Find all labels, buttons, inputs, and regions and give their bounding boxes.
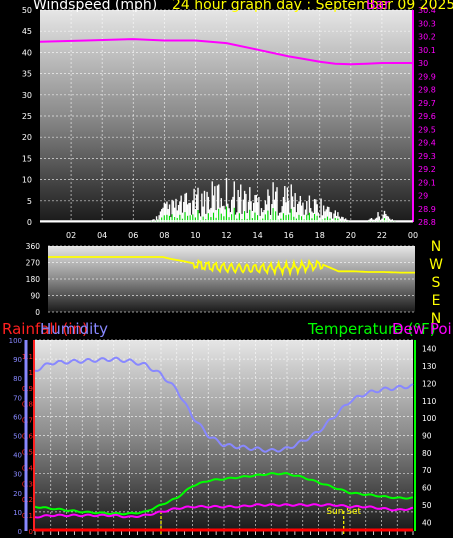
- wind-y-tick-label: 15: [22, 154, 32, 163]
- temperature-y-tick-label: 130: [422, 362, 437, 371]
- pressure-axis-title: Bar: [366, 0, 390, 13]
- compass-label-S: S: [432, 275, 441, 291]
- temperature-y-tick-label: 80: [422, 449, 432, 458]
- wind-y-tick-label: 0: [27, 218, 32, 227]
- time-x-tick-label: 20: [346, 231, 356, 240]
- time-x-tick-label: 02: [66, 231, 76, 240]
- time-x-tick-label: 22: [377, 231, 387, 240]
- wind-y-tick-label: 30: [22, 91, 32, 100]
- temperature-y-tick-label: 60: [422, 484, 432, 493]
- direction-y-tick-label: 0: [35, 308, 40, 317]
- wind-y-tick-label: 5: [27, 197, 32, 206]
- time-x-tick-label: 04: [97, 231, 107, 240]
- humidity-axis-title: Humidity: [40, 320, 109, 338]
- dewpoint-line: [34, 503, 414, 519]
- wind-y-tick-label: 45: [22, 27, 32, 36]
- temperature-y-tick-label: 120: [422, 379, 437, 388]
- pressure-y-tick-label: 29.9: [418, 72, 436, 81]
- direction-y-tick-label: 270: [26, 259, 41, 268]
- pressure-y-tick-label: 29.6: [418, 112, 436, 121]
- time-x-tick-label: 16: [284, 231, 294, 240]
- windspeed-axis-title: Windspeed (mph): [33, 0, 158, 13]
- pressure-y-tick-label: 29.7: [418, 99, 436, 108]
- humidity-y-tick-label: 80: [13, 375, 22, 383]
- humidity-y-tick-label: 40: [13, 452, 22, 460]
- compass-label-N: N: [431, 239, 441, 255]
- humidity-line: [34, 356, 414, 453]
- time-x-tick-label: 12: [221, 231, 231, 240]
- temperature-y-tick-label: 90: [422, 432, 432, 441]
- humidity-y-tick-label: 90: [13, 356, 22, 364]
- temperature-y-tick-label: 50: [422, 501, 432, 510]
- wind-y-tick-label: 10: [22, 176, 32, 185]
- pressure-y-tick-label: 29: [418, 192, 428, 201]
- humidity-y-tick-label: 70: [13, 394, 22, 402]
- wind-y-tick-label: 25: [22, 112, 32, 121]
- rainfall-y-tick-label: 0.4: [22, 464, 34, 472]
- wind-y-tick-label: 40: [22, 48, 32, 57]
- wind-y-tick-label: 50: [22, 6, 32, 15]
- pressure-y-tick-label: 28.8: [418, 218, 436, 227]
- rainfall-y-tick-label: 1: [29, 369, 33, 377]
- temperature-axis-title: Temperature (°F): [308, 320, 436, 338]
- rainfall-axis-title: Rainfall (in): [2, 320, 88, 338]
- pressure-y-tick-label: 29.8: [418, 86, 436, 95]
- temperature-line: [34, 472, 414, 516]
- temperature-y-tick-label: 140: [422, 345, 437, 354]
- time-x-tick-label: 00: [408, 231, 418, 240]
- humidity-y-tick-label: 50: [13, 433, 22, 441]
- humidity-y-tick-label: 100: [9, 337, 22, 345]
- sun-set-label: Sun Set: [326, 507, 361, 517]
- pressure-line: [39, 38, 413, 66]
- time-x-tick-label: 08: [159, 231, 169, 240]
- humidity-y-tick-label: 30: [13, 471, 22, 479]
- wind-y-tick-label: 20: [22, 133, 32, 142]
- direction-y-tick-label: 180: [26, 275, 41, 284]
- rainfall-y-tick-label: 0: [29, 528, 33, 536]
- time-x-tick-label: 06: [128, 231, 138, 240]
- wind-y-tick-label: 35: [22, 70, 32, 79]
- humidity-y-tick-label: 20: [13, 490, 22, 498]
- pressure-y-tick-label: 30.2: [418, 33, 436, 42]
- direction-y-tick-label: 90: [30, 292, 40, 301]
- compass-label-N: N: [431, 311, 441, 327]
- time-x-tick-label: 14: [252, 231, 262, 240]
- humidity-y-tick-label: 60: [13, 413, 22, 421]
- time-x-tick-label: 18: [315, 231, 325, 240]
- pressure-y-tick-label: 30.1: [418, 46, 436, 55]
- rainfall-y-tick-label: 0.6: [22, 433, 34, 441]
- dewpoint-axis-title: Dew Point: [392, 320, 453, 338]
- pressure-y-tick-label: 30.3: [418, 19, 436, 28]
- temperature-y-tick-label: 40: [422, 518, 432, 527]
- pressure-y-tick-label: 29.4: [418, 139, 436, 148]
- direction-panel-background: [48, 246, 415, 312]
- time-x-tick-label: 10: [190, 231, 200, 240]
- temperature-y-tick-label: 110: [422, 397, 437, 406]
- humidity-y-tick-label: 10: [13, 509, 22, 517]
- pressure-y-tick-label: 30.4: [418, 6, 436, 15]
- pressure-y-tick-label: 30: [418, 59, 428, 68]
- pressure-y-tick-label: 28.9: [418, 205, 436, 214]
- compass-label-W: W: [429, 257, 443, 273]
- wind-direction-line: [48, 256, 415, 277]
- temperature-y-tick-label: 100: [422, 414, 437, 423]
- pressure-y-tick-label: 29.2: [418, 165, 436, 174]
- graph-title: 24 hour graph day : September 09 2025: [172, 0, 453, 13]
- humidity-y-tick-label: 0: [18, 528, 22, 536]
- direction-y-tick-label: 360: [26, 242, 41, 251]
- pressure-y-tick-label: 29.3: [418, 152, 436, 161]
- pressure-y-tick-label: 29.1: [418, 178, 436, 187]
- temperature-y-tick-label: 70: [422, 466, 432, 475]
- pressure-y-tick-label: 29.5: [418, 125, 436, 134]
- compass-label-E: E: [432, 293, 441, 309]
